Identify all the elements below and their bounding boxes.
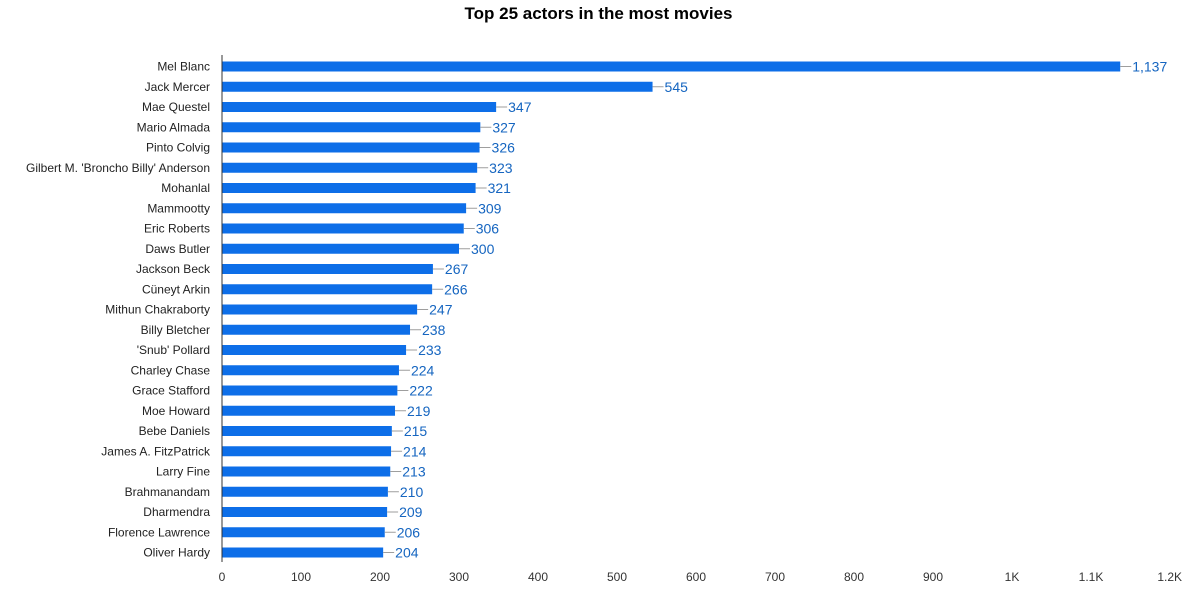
bar xyxy=(222,183,476,193)
category-label: Mithun Chakraborty xyxy=(105,303,210,317)
bar xyxy=(222,122,481,133)
category-label: Jack Mercer xyxy=(145,80,210,94)
value-label: 233 xyxy=(418,342,442,358)
value-label: 321 xyxy=(488,180,512,196)
x-tick-label: 1.2K xyxy=(1157,570,1182,584)
bar xyxy=(222,142,480,153)
bar xyxy=(222,507,388,517)
bar xyxy=(222,466,391,477)
category-label: Cüneyt Arkin xyxy=(142,282,210,296)
bar xyxy=(222,61,1121,72)
x-tick-label: 1.1K xyxy=(1079,570,1104,584)
value-label: 327 xyxy=(492,119,516,135)
category-label: 'Snub' Pollard xyxy=(137,343,210,357)
x-tick-label: 500 xyxy=(607,570,627,584)
value-label: 214 xyxy=(403,443,427,459)
category-label: Oliver Hardy xyxy=(143,546,210,560)
value-label: 224 xyxy=(411,362,435,378)
category-label: Pinto Colvig xyxy=(146,141,210,155)
bar xyxy=(222,223,464,234)
category-label: Moe Howard xyxy=(142,404,210,418)
value-label: 309 xyxy=(478,200,502,216)
x-tick-label: 1K xyxy=(1005,570,1020,584)
value-label: 238 xyxy=(422,322,446,338)
category-label: Grace Stafford xyxy=(132,384,210,398)
x-tick-label: 0 xyxy=(219,570,226,584)
value-label: 215 xyxy=(404,423,428,439)
value-label: 347 xyxy=(508,99,532,115)
bar xyxy=(222,264,433,274)
category-label: James A. FitzPatrick xyxy=(101,444,211,458)
bar xyxy=(222,162,478,173)
bar xyxy=(222,365,399,376)
category-label: Mohanlal xyxy=(161,181,210,195)
bar xyxy=(222,486,388,497)
category-label: Gilbert M. 'Broncho Billy' Anderson xyxy=(26,161,210,175)
bar xyxy=(222,345,407,355)
category-label: Mammootty xyxy=(147,201,210,215)
category-label: Brahmanandam xyxy=(125,485,210,499)
category-label: Mario Almada xyxy=(137,120,211,134)
bar xyxy=(222,405,396,416)
chart-title: Top 25 actors in the most movies xyxy=(464,4,733,23)
value-label: 247 xyxy=(429,302,453,318)
x-tick-label: 800 xyxy=(844,570,864,584)
x-tick-label: 600 xyxy=(686,570,706,584)
bar xyxy=(222,102,497,112)
bar xyxy=(222,304,418,315)
x-tick-label: 100 xyxy=(291,570,311,584)
bar xyxy=(222,284,433,295)
value-label: 326 xyxy=(492,140,516,156)
x-tick-label: 200 xyxy=(370,570,390,584)
category-label: Charley Chase xyxy=(131,363,211,377)
value-label: 209 xyxy=(399,504,423,520)
bar xyxy=(222,243,459,254)
value-label: 204 xyxy=(395,545,419,561)
value-label: 323 xyxy=(489,160,513,176)
x-tick-label: 400 xyxy=(528,570,548,584)
value-label: 210 xyxy=(400,484,424,500)
bar xyxy=(222,324,411,335)
category-label: Bebe Daniels xyxy=(139,424,210,438)
value-label: 267 xyxy=(445,261,469,277)
category-label: Mae Questel xyxy=(142,100,210,114)
x-tick-label: 700 xyxy=(765,570,785,584)
value-label: 266 xyxy=(444,281,468,297)
value-label: 206 xyxy=(397,524,421,540)
category-label: Eric Roberts xyxy=(144,222,210,236)
category-label: Jackson Beck xyxy=(136,262,211,276)
category-label: Dharmendra xyxy=(143,505,210,519)
category-label: Larry Fine xyxy=(156,465,210,479)
category-label: Billy Bletcher xyxy=(141,323,210,337)
value-label: 545 xyxy=(665,79,689,95)
category-label: Florence Lawrence xyxy=(108,525,210,539)
value-label: 219 xyxy=(407,403,431,419)
category-label: Mel Blanc xyxy=(157,60,210,74)
value-label: 1,137 xyxy=(1132,59,1167,75)
bar xyxy=(222,547,384,558)
category-label: Daws Butler xyxy=(145,242,210,256)
bar xyxy=(222,426,392,436)
bar xyxy=(222,81,653,92)
value-label: 213 xyxy=(402,464,426,480)
value-label: 300 xyxy=(471,241,495,257)
x-tick-label: 900 xyxy=(923,570,943,584)
x-tick-label: 300 xyxy=(449,570,469,584)
bar xyxy=(222,446,392,457)
bar xyxy=(222,203,467,214)
bar xyxy=(222,527,385,538)
value-label: 306 xyxy=(476,221,500,237)
value-label: 222 xyxy=(409,383,433,399)
bar xyxy=(222,385,398,396)
